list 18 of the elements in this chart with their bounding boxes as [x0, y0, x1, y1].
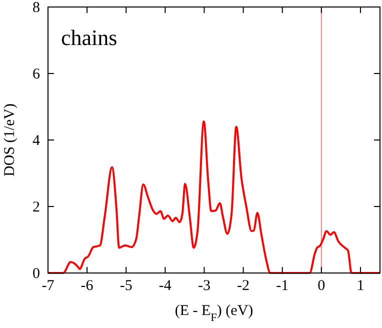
y-tick-label: 2 [32, 200, 40, 216]
x-tick-label: -7 [42, 278, 55, 294]
y-tick-label: 0 [32, 266, 40, 282]
y-tick-label: 8 [32, 0, 40, 16]
x-tick-label: -6 [80, 278, 94, 294]
x-tick-label: -1 [276, 278, 289, 294]
x-tick-label: -2 [237, 278, 250, 294]
annotation: chains [61, 25, 118, 50]
x-axis-title: (E - E$_{F}$) (eV) [174, 303, 254, 324]
x-tick-label: 1 [356, 278, 364, 294]
y-axis-title: DOS (1/eV) [2, 104, 18, 176]
x-tick-label: -3 [198, 278, 210, 294]
x-tick-label: -5 [120, 278, 132, 294]
x-tick-label: -4 [158, 278, 172, 294]
y-tick-label: 4 [32, 133, 40, 149]
line-series [47, 120, 381, 274]
y-tick-label: 6 [32, 66, 40, 82]
x-tick-label: 0 [318, 278, 326, 294]
